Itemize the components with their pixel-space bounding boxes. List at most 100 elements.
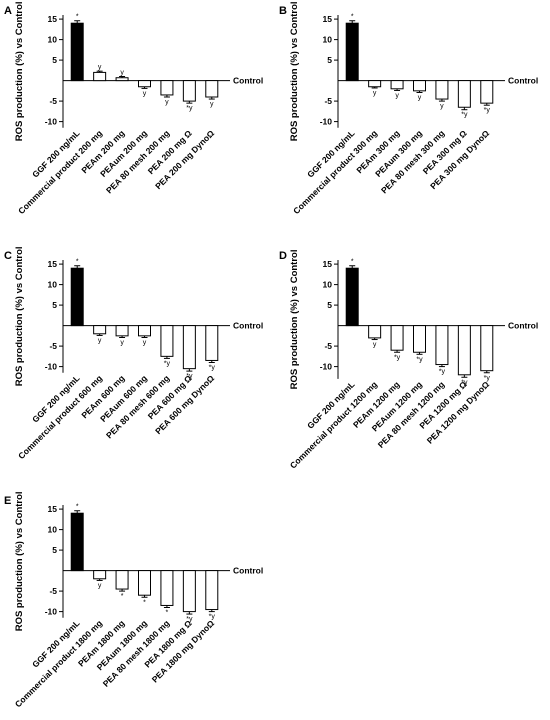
- y-tick-label: 5: [327, 55, 332, 65]
- significance: *y: [186, 373, 193, 380]
- bar: [70, 512, 84, 572]
- significance: *y: [186, 616, 193, 623]
- significance: *y: [461, 112, 468, 119]
- panel: E ROS production (%) vs Control Control 15 1…: [4, 491, 263, 709]
- bar: [93, 570, 107, 580]
- bar: [368, 80, 382, 88]
- y-tick-label: 5: [52, 545, 57, 555]
- significance: *: [351, 14, 354, 21]
- bar: [160, 325, 174, 357]
- baseline-label: Control: [508, 321, 538, 331]
- significance: *: [76, 504, 79, 511]
- y-tick-label: 15: [48, 504, 58, 514]
- significance: y: [143, 90, 147, 97]
- bar: [345, 22, 359, 82]
- y-axis-label: ROS production (%) vs Control: [14, 1, 25, 141]
- y-tick-label: 5: [52, 55, 57, 65]
- bar: [70, 22, 84, 82]
- x-tick-label: Commercial product 1200 mg: [288, 379, 379, 470]
- bar: [160, 80, 174, 96]
- significance: *y: [186, 105, 193, 112]
- y-tick-label: -10: [45, 362, 58, 372]
- panel: C ROS production (%) vs Control Control 15 1…: [4, 246, 263, 461]
- y-axis-label: ROS production (%) vs Control: [289, 1, 300, 141]
- bar: [457, 80, 471, 108]
- panel-letter: A: [4, 5, 12, 17]
- y-tick-label: 10: [48, 35, 58, 45]
- significance: *: [76, 259, 79, 266]
- significance: *y: [209, 614, 216, 621]
- bar: [368, 325, 382, 339]
- baseline-label: Control: [508, 76, 538, 86]
- bar: [93, 71, 107, 82]
- bar: [205, 325, 219, 361]
- significance: *y: [394, 354, 401, 361]
- bar: [182, 80, 196, 102]
- significance: *: [351, 259, 354, 266]
- y-axis-label: ROS production (%) vs Control: [14, 491, 25, 631]
- panel-letter: D: [279, 250, 287, 262]
- bar: [345, 267, 359, 327]
- significance: y: [440, 103, 444, 110]
- significance: y: [210, 101, 214, 108]
- significance: *y: [416, 356, 423, 363]
- y-tick-label: -5: [324, 96, 332, 106]
- y-tick-label: 10: [323, 35, 333, 45]
- y-tick-label: -10: [45, 607, 58, 617]
- bar: [138, 325, 151, 337]
- bar: [390, 325, 404, 351]
- y-tick-label: 15: [323, 14, 333, 24]
- significance: *y: [461, 379, 468, 386]
- bar: [435, 325, 449, 366]
- bar: [182, 325, 196, 370]
- significance: *: [166, 610, 169, 617]
- panel: D ROS production (%) vs Control Control 15 1…: [279, 250, 538, 471]
- baseline-label: Control: [233, 566, 263, 576]
- bar: [115, 325, 129, 337]
- y-tick-label: -10: [320, 117, 333, 127]
- significance: y: [98, 64, 102, 71]
- bar: [413, 325, 426, 353]
- bar: [413, 80, 426, 92]
- y-tick-label: 15: [323, 259, 333, 269]
- significance: *y: [164, 360, 171, 367]
- significance: y: [165, 99, 169, 106]
- y-tick-label: -5: [49, 341, 57, 351]
- significance: y: [98, 582, 102, 589]
- bar: [480, 325, 494, 372]
- significance: y: [120, 339, 124, 346]
- y-axis-label: ROS production (%) vs Control: [289, 250, 300, 390]
- panel: A ROS production (%) vs Control Control 15 1…: [4, 1, 263, 216]
- bar: [138, 80, 151, 88]
- significance: *: [76, 14, 79, 21]
- bar: [138, 570, 151, 596]
- y-tick-label: 15: [48, 259, 58, 269]
- significance: *y: [484, 107, 491, 114]
- y-axis-label: ROS production (%) vs Control: [14, 246, 25, 386]
- y-tick-label: 10: [48, 525, 58, 535]
- significance: *y: [209, 365, 216, 372]
- bar: [182, 570, 196, 613]
- significance: y: [418, 94, 422, 101]
- bar: [390, 80, 404, 90]
- significance: y: [373, 90, 377, 97]
- bar: [115, 570, 129, 590]
- bar: [435, 80, 449, 100]
- y-tick-label: -5: [324, 341, 332, 351]
- y-tick-label: -5: [49, 586, 57, 596]
- x-tick-label: Commercial product 1800 mg: [13, 618, 104, 709]
- bar: [457, 325, 471, 376]
- y-tick-label: -10: [45, 117, 58, 127]
- bar: [160, 570, 174, 606]
- bar: [205, 570, 219, 611]
- significance: y: [98, 337, 102, 344]
- baseline-label: Control: [233, 321, 263, 331]
- bar: [115, 77, 129, 82]
- panel-letter: E: [4, 495, 11, 507]
- significance: *: [121, 593, 124, 600]
- bar: [70, 267, 84, 327]
- significance: y: [395, 92, 399, 99]
- baseline-label: Control: [233, 76, 263, 86]
- significance: *y: [439, 369, 446, 376]
